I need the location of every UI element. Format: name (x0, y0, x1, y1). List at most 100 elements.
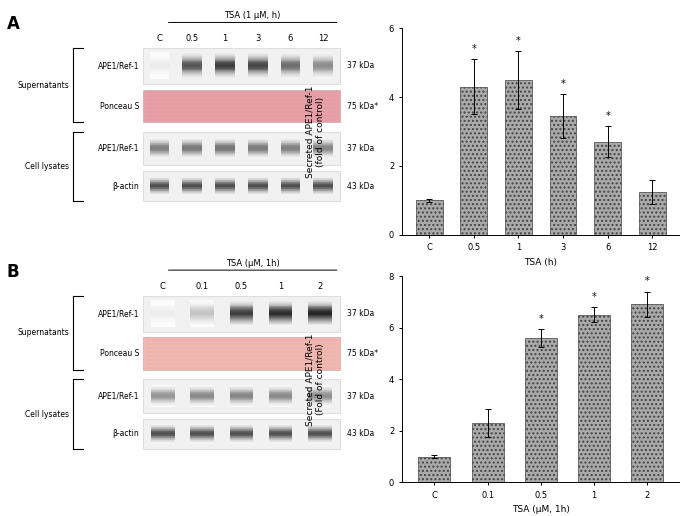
Bar (183, 192, 202, 194)
Bar (308, 438, 332, 439)
Bar (281, 141, 300, 142)
Text: B: B (7, 263, 20, 281)
Bar (150, 186, 169, 187)
Text: 3: 3 (255, 34, 260, 43)
Bar (248, 142, 267, 143)
Bar (151, 396, 174, 397)
Bar (308, 441, 332, 442)
Bar (150, 187, 169, 188)
Bar (215, 63, 235, 64)
Bar (183, 153, 202, 154)
Bar (248, 146, 267, 147)
Bar (230, 300, 253, 301)
Bar (269, 440, 293, 441)
Bar (150, 149, 169, 150)
Bar (461, 87, 487, 235)
Bar (248, 158, 267, 159)
Bar (183, 149, 202, 150)
Bar (190, 302, 214, 303)
Bar (190, 426, 214, 427)
Bar (269, 303, 293, 304)
Bar (248, 77, 267, 78)
Bar (308, 308, 332, 309)
Bar (183, 55, 202, 56)
Bar (314, 65, 333, 66)
Bar (269, 428, 293, 429)
Bar (230, 313, 253, 314)
Bar (150, 178, 169, 179)
Bar (230, 398, 253, 399)
Bar (150, 62, 169, 63)
Bar (281, 75, 300, 76)
Bar (269, 301, 293, 302)
Bar (143, 379, 340, 413)
Bar (183, 139, 202, 140)
Bar (215, 141, 235, 142)
Bar (314, 189, 333, 190)
Bar (248, 76, 267, 77)
Bar (281, 140, 300, 141)
Text: TSA (μM, 1h): TSA (μM, 1h) (226, 259, 279, 268)
Bar (248, 66, 267, 67)
Bar (281, 148, 300, 149)
Bar (308, 430, 332, 431)
Text: 37 kDa: 37 kDa (347, 392, 374, 400)
Bar (248, 61, 267, 62)
Bar (151, 308, 174, 309)
Bar (281, 154, 300, 155)
Bar (215, 153, 235, 154)
Bar (314, 74, 333, 75)
Bar (314, 141, 333, 142)
Bar (230, 424, 253, 425)
Bar (269, 314, 293, 315)
Bar (314, 188, 333, 189)
Bar (308, 322, 332, 324)
Bar (314, 58, 333, 59)
Bar (151, 430, 174, 431)
Bar (150, 144, 169, 145)
Text: 75 kDa*: 75 kDa* (347, 102, 378, 110)
Bar (150, 56, 169, 57)
Bar (308, 436, 332, 437)
Bar (248, 64, 267, 65)
Bar (150, 194, 169, 195)
Bar (215, 143, 235, 144)
Bar (314, 185, 333, 186)
Bar (314, 71, 333, 72)
Bar (190, 301, 214, 302)
Bar (190, 443, 214, 444)
Bar (308, 391, 332, 392)
Bar (248, 190, 267, 191)
Bar (215, 186, 235, 187)
Bar (230, 400, 253, 401)
Bar (151, 399, 174, 400)
Bar (248, 55, 267, 56)
Bar (150, 158, 169, 159)
Bar (269, 424, 293, 425)
Bar (215, 151, 235, 152)
Bar (215, 155, 235, 156)
Bar (281, 63, 300, 64)
Bar (314, 78, 333, 79)
Bar (269, 425, 293, 426)
Bar (230, 314, 253, 315)
Bar (248, 65, 267, 66)
Bar (314, 75, 333, 76)
Bar (190, 388, 214, 389)
Bar (190, 389, 214, 390)
Bar (281, 157, 300, 158)
Y-axis label: Secreted APE1/Ref-1
(Fold of control): Secreted APE1/Ref-1 (Fold of control) (306, 333, 325, 426)
Bar (308, 398, 332, 399)
Text: APE1/Ref-1: APE1/Ref-1 (98, 392, 139, 400)
Bar (215, 139, 235, 140)
Bar (215, 77, 235, 78)
Bar (269, 322, 293, 324)
Bar (269, 317, 293, 318)
Bar (308, 326, 332, 327)
Bar (151, 425, 174, 426)
Bar (183, 182, 202, 183)
Bar (269, 318, 293, 319)
Text: 37 kDa: 37 kDa (347, 144, 374, 153)
Bar (150, 195, 169, 196)
Bar (150, 70, 169, 71)
